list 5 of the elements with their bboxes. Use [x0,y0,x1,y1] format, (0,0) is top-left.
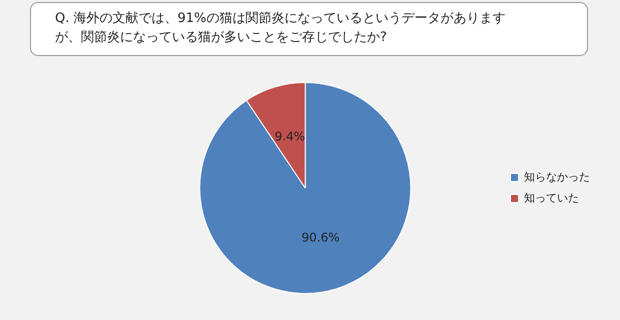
data-label: 90.6% [302,230,340,245]
legend-label: 知っていた [524,191,579,204]
chart-title: Q. 海外の文献では、91%の猫は関節炎になっているというデータがありますが、関節炎になっている猫が多いことをご存じでしたか? [30,2,588,56]
legend-label: 知らなかった [524,170,590,184]
data-label: 9.4% [274,130,306,144]
